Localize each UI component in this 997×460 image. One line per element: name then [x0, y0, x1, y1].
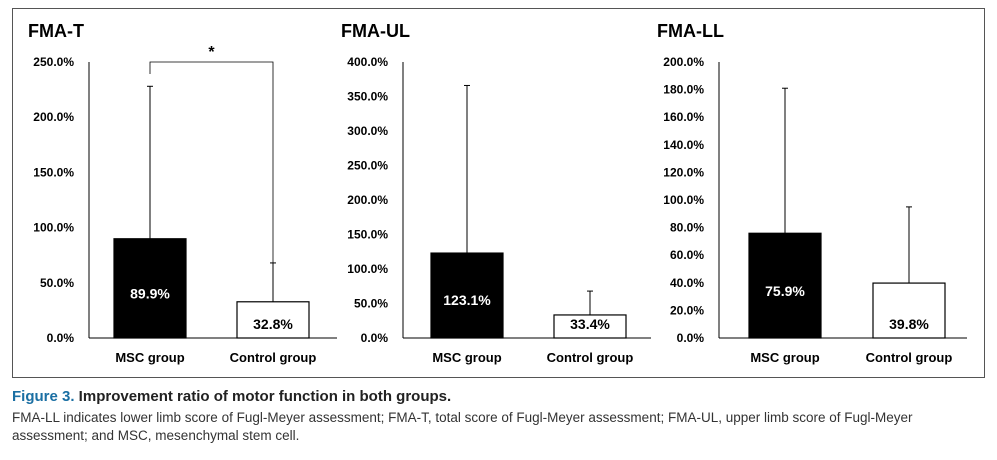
panel-3-ytick-label: 120.0%: [663, 165, 704, 179]
panel-3-ytick-label: 60.0%: [670, 248, 704, 262]
panel-2-category-label: Control group: [547, 350, 634, 365]
panel-2-ytick-label: 400.0%: [347, 55, 388, 69]
panel-2-ytick-label: 50.0%: [354, 297, 388, 311]
panel-3-ytick-label: 20.0%: [670, 303, 704, 317]
caption-title: Figure 3. Improvement ratio of motor fun…: [12, 388, 987, 405]
panel-1-bar-msc: [113, 238, 187, 339]
figure-caption: Figure 3. Improvement ratio of motor fun…: [12, 388, 987, 445]
caption-title-text: Improvement ratio of motor function in b…: [74, 388, 452, 405]
panel-1-category-label: Control group: [230, 350, 317, 365]
panel-2-ytick-label: 250.0%: [347, 159, 388, 173]
panel-2-category-label: MSC group: [432, 350, 501, 365]
panel-1-ytick-label: 100.0%: [33, 221, 74, 235]
panel-2-bar-msc: [430, 252, 504, 339]
panel-3-ytick-label: 140.0%: [663, 138, 704, 152]
panel-2-ytick-label: 0.0%: [361, 331, 389, 345]
panel-1-value-label: 32.8%: [253, 316, 293, 332]
panel-1-title: FMA-T: [28, 21, 84, 41]
panel-1-ytick-label: 50.0%: [40, 276, 74, 290]
panel-3-ytick-label: 0.0%: [677, 331, 705, 345]
caption-body: FMA-LL indicates lower limb score of Fug…: [12, 410, 913, 443]
panel-1-ytick-label: 200.0%: [33, 110, 74, 124]
panel-3-bar-msc: [748, 232, 822, 339]
panel-3-ytick-label: 160.0%: [663, 110, 704, 124]
panel-3-ytick-label: 80.0%: [670, 221, 704, 235]
panel-2-ytick-label: 100.0%: [347, 262, 388, 276]
panel-2-ytick-label: 350.0%: [347, 90, 388, 104]
panel-1-value-label: 89.9%: [130, 285, 170, 301]
panel-3-title: FMA-LL: [657, 21, 724, 41]
figure-number: Figure 3.: [12, 388, 75, 405]
panel-3-ytick-label: 40.0%: [670, 276, 704, 290]
panel-1-ytick-label: 150.0%: [33, 165, 74, 179]
panel-3-category-label: Control group: [866, 350, 953, 365]
panel-3-ytick-label: 100.0%: [663, 193, 704, 207]
panel-1-ytick-label: 0.0%: [47, 331, 75, 345]
panel-3-value-label: 39.8%: [889, 316, 929, 332]
panel-3-ytick-label: 180.0%: [663, 83, 704, 97]
panel-1-category-label: MSC group: [115, 350, 184, 365]
panel-2-ytick-label: 300.0%: [347, 124, 388, 138]
panel-3-bar-control: [872, 282, 946, 339]
panel-3-category-label: MSC group: [750, 350, 819, 365]
panel-1-significance-marker: *: [208, 44, 215, 61]
panel-2-value-label: 33.4%: [570, 316, 610, 332]
figure-frame: [12, 8, 985, 378]
panel-1-significance-bracket: [149, 61, 274, 263]
panel-2-bar-control: [553, 314, 627, 339]
panel-3-ytick-label: 200.0%: [663, 55, 704, 69]
panel-1-bar-control: [236, 301, 310, 339]
chart-panels: FMA-T 0.0% 50.0% 100.0% 150.0% 200.0% 250.0% 89…: [28, 21, 967, 365]
panel-1-ytick-label: 250.0%: [33, 55, 74, 69]
panel-2-title: FMA-UL: [341, 21, 410, 41]
panel-2-ytick-label: 150.0%: [347, 228, 388, 242]
panel-2-ytick-label: 200.0%: [347, 193, 388, 207]
panel-3-value-label: 75.9%: [765, 283, 805, 299]
panel-2-value-label: 123.1%: [443, 292, 491, 308]
